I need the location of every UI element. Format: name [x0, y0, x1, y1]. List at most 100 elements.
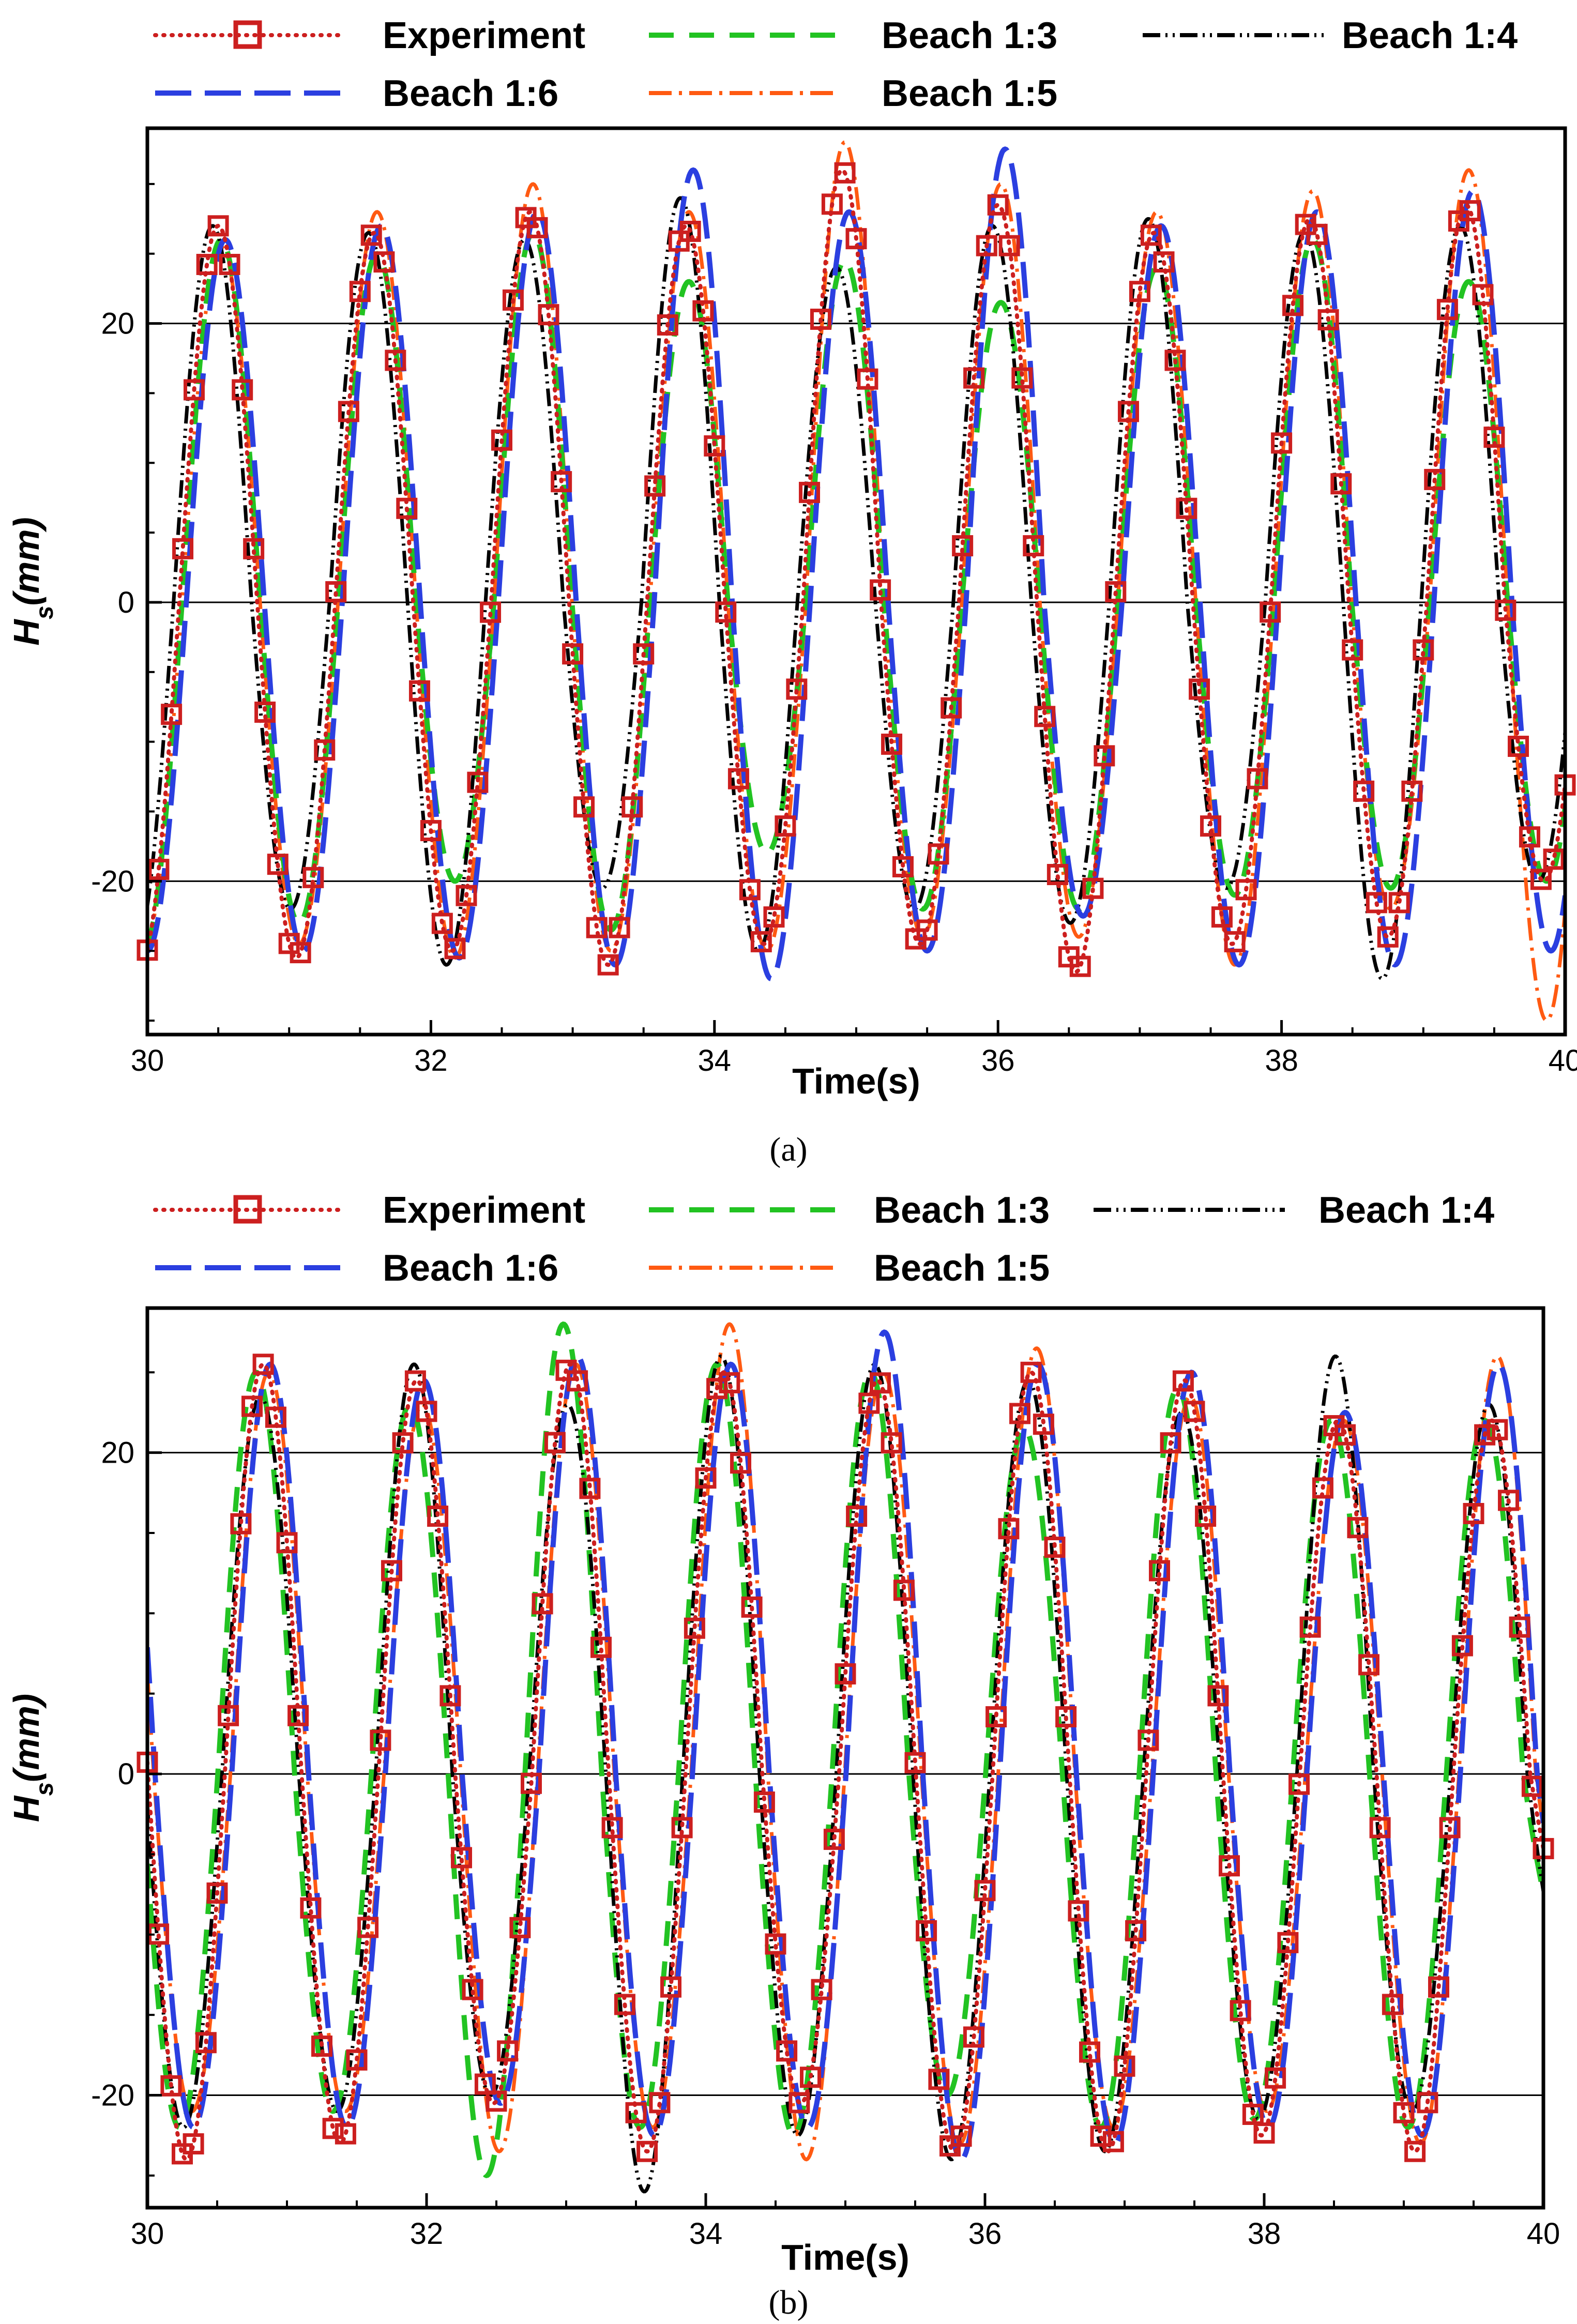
experiment-marker	[148, 859, 170, 880]
experiment-marker	[573, 796, 595, 818]
experiment-marker	[1401, 780, 1423, 802]
x-tick-label: 32	[410, 2217, 444, 2251]
experiment-marker	[1153, 251, 1175, 273]
experiment-marker	[1369, 1817, 1391, 1839]
experiment-marker	[1140, 224, 1162, 246]
experiment-marker	[1090, 2125, 1112, 2147]
experiment-marker	[1247, 768, 1268, 789]
experiment-marker	[786, 678, 808, 700]
experiment-marker	[444, 938, 466, 960]
experiment-marker	[976, 235, 997, 256]
experiment-marker	[509, 1917, 531, 1938]
experiment-markers-b	[137, 1354, 1554, 2165]
experiment-marker	[1413, 639, 1434, 661]
panel-b: Experiment Beach 1:3 Beach 1:4 Beach 1:6…	[6, 1190, 1560, 2321]
experiment-marker	[775, 815, 796, 837]
experiment-marker	[893, 1579, 915, 1601]
y-axis-title-a: Hs(mm)	[6, 517, 58, 645]
experiment-marker	[160, 2075, 182, 2097]
experiment-marker	[916, 1920, 937, 1941]
experiment-marker	[1382, 1994, 1403, 2015]
experiment-marker	[730, 1452, 751, 1474]
experiment-marker	[985, 1706, 1007, 1728]
experiment-marker	[1366, 892, 1387, 914]
experiment-marker	[1235, 879, 1257, 901]
experiment-marker	[287, 1705, 309, 1726]
experiment-marker	[290, 942, 311, 964]
experiment-marker	[474, 2073, 496, 2095]
experiment-marker	[904, 1752, 926, 1773]
experiment-marker	[741, 1596, 763, 1618]
experiment-marker	[161, 704, 183, 725]
experiment-marker	[335, 2123, 356, 2145]
experiment-marker	[1125, 1920, 1147, 1941]
experiment-marker	[609, 917, 630, 938]
experiment-marker	[497, 2040, 519, 2062]
experiment-marker	[1498, 1490, 1519, 1511]
experiment-marker	[892, 856, 914, 877]
experiment-marker	[597, 954, 619, 976]
y-axis-title-sub-a: s	[31, 605, 58, 619]
plot-area-a: 30 32 34 36 38 40 -20 0 20	[91, 126, 1577, 1077]
experiment-marker	[1543, 848, 1565, 870]
experiment-marker	[1230, 2000, 1251, 2022]
experiment-marker	[1079, 2041, 1100, 2063]
experiment-marker	[1068, 1900, 1089, 1922]
experiment-marker	[311, 2036, 332, 2057]
experiment-marker	[521, 1772, 542, 1794]
series-line-experiment	[147, 168, 1565, 974]
experiment-marker	[1417, 2092, 1438, 2114]
experiment-marker	[1483, 427, 1505, 448]
experiment-marker	[252, 1354, 274, 1375]
experiment-marker	[416, 1401, 437, 1422]
experiment-marker	[671, 1817, 693, 1839]
y-tick-label: 20	[101, 307, 134, 341]
experiment-marker	[1034, 706, 1056, 727]
experiment-marker	[765, 1933, 786, 1955]
experiment-marker	[657, 314, 678, 336]
x-tick-label: 36	[968, 2217, 1002, 2251]
experiment-marker	[1342, 639, 1363, 661]
x-axis-title-a: Time(s)	[792, 1061, 920, 1101]
legend-entry-beach-1-4-b: Beach 1:4	[1094, 1190, 1494, 1231]
experiment-marker	[267, 854, 289, 875]
x-tick-label: 36	[981, 1044, 1015, 1077]
experiment-marker	[396, 497, 418, 519]
experiment-marker	[526, 217, 548, 238]
experiment-marker	[845, 228, 867, 250]
experiment-marker	[1020, 1361, 1042, 1383]
experiment-marker	[1530, 869, 1552, 890]
experiment-marker	[1439, 1817, 1461, 1839]
experiment-marker	[480, 601, 502, 623]
legend-label-beach-1-3-b: Beach 1:3	[874, 1190, 1050, 1231]
experiment-marker	[218, 1705, 239, 1726]
experiment-marker	[562, 643, 584, 665]
experiment-marker	[1487, 1419, 1508, 1440]
experiment-marker	[941, 697, 962, 719]
experiment-marker	[404, 1370, 426, 1392]
experiment-marker	[1312, 1477, 1333, 1499]
y-axis-title-unit-b: (mm)	[6, 1694, 47, 1782]
legend-label-beach-1-3: Beach 1:3	[882, 15, 1057, 56]
experiment-marker	[1094, 745, 1115, 767]
experiment-marker	[750, 931, 772, 952]
legend-label-beach-1-5: Beach 1:5	[882, 73, 1057, 114]
experiment-marker	[1219, 1855, 1240, 1877]
experiment-marker	[1009, 1403, 1030, 1424]
experiment-marker	[1184, 1401, 1205, 1422]
legend-label-beach-1-5-b: Beach 1:5	[874, 1248, 1050, 1289]
experiment-marker	[254, 701, 276, 723]
experiment-marker	[1353, 780, 1375, 802]
y-axis-title-b: Hs(mm)	[6, 1694, 58, 1822]
series-line-beach-1-5	[147, 140, 1565, 1023]
y-tick-label: -20	[91, 864, 134, 898]
experiment-marker	[325, 581, 347, 603]
experiment-marker	[431, 913, 453, 934]
experiment-marker	[706, 1378, 728, 1400]
caption-a: (a)	[769, 1131, 807, 1168]
experiment-marker	[1102, 2131, 1124, 2152]
experiment-marker	[1105, 581, 1127, 603]
experiment-marker	[349, 281, 371, 302]
legend-label-experiment-b: Experiment	[383, 1190, 585, 1231]
experiment-marker	[649, 2092, 671, 2114]
